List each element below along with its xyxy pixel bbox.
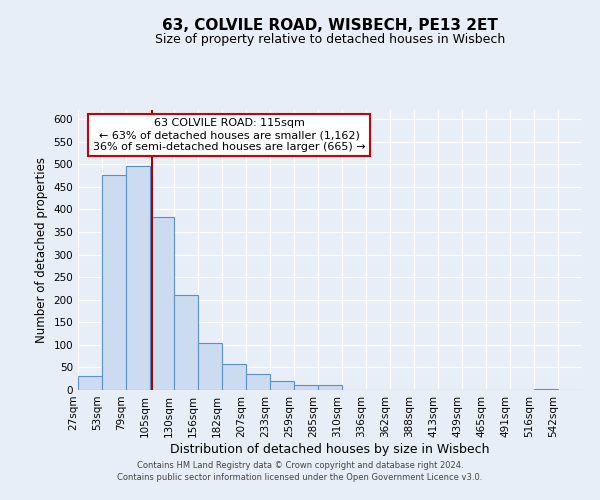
Bar <box>534 389 558 390</box>
Bar <box>198 342 222 390</box>
Bar <box>102 176 126 390</box>
Bar <box>222 364 246 390</box>
Bar <box>318 386 342 390</box>
Text: 63 COLVILE ROAD: 115sqm
← 63% of detached houses are smaller (1,162)
36% of semi: 63 COLVILE ROAD: 115sqm ← 63% of detache… <box>93 118 365 152</box>
Y-axis label: Number of detached properties: Number of detached properties <box>35 157 48 343</box>
Bar <box>294 384 318 390</box>
Bar <box>78 376 102 390</box>
Text: Size of property relative to detached houses in Wisbech: Size of property relative to detached ho… <box>155 32 505 46</box>
Text: Contains HM Land Registry data © Crown copyright and database right 2024.
Contai: Contains HM Land Registry data © Crown c… <box>118 461 482 482</box>
Bar <box>246 374 270 390</box>
X-axis label: Distribution of detached houses by size in Wisbech: Distribution of detached houses by size … <box>170 442 490 456</box>
Text: 63, COLVILE ROAD, WISBECH, PE13 2ET: 63, COLVILE ROAD, WISBECH, PE13 2ET <box>162 18 498 32</box>
Bar <box>174 295 198 390</box>
Bar <box>126 166 150 390</box>
Bar <box>150 217 174 390</box>
Bar <box>270 381 294 390</box>
